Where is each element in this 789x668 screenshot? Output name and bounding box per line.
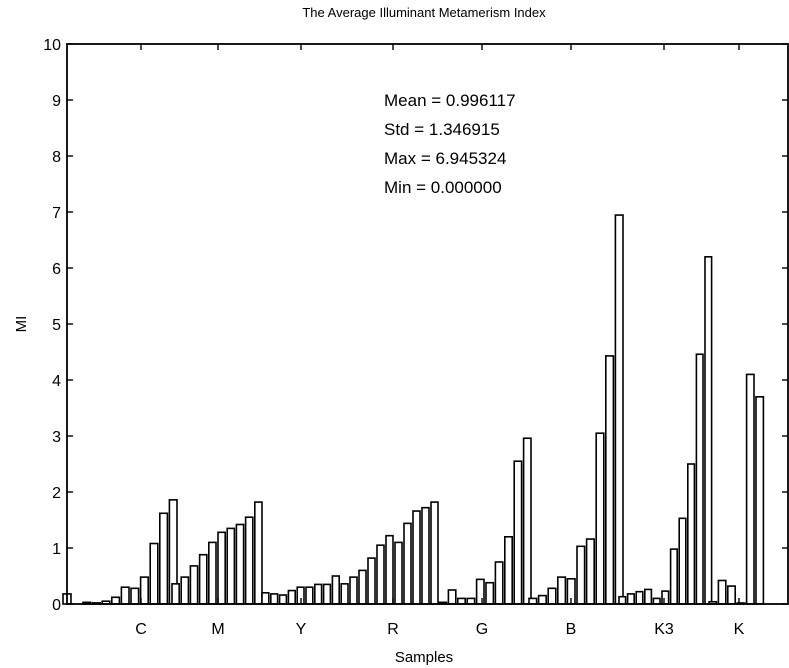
x-axis: C M Y R G B K3 K	[135, 44, 745, 638]
bar	[120, 586, 130, 605]
bar	[349, 576, 358, 605]
bar	[305, 586, 314, 605]
bar	[661, 590, 670, 605]
bar	[522, 437, 532, 605]
bar	[226, 527, 236, 605]
bar	[412, 510, 421, 605]
stat-line: Std = 1.346915	[384, 120, 500, 139]
bar	[585, 538, 595, 605]
bar	[626, 593, 635, 605]
y-tick-label: 8	[52, 149, 61, 166]
bar	[726, 585, 736, 605]
y-axis-label: MI	[13, 316, 30, 333]
bar	[189, 565, 199, 605]
bar	[755, 395, 765, 605]
bar	[745, 373, 755, 605]
bar	[503, 535, 513, 605]
bar	[367, 557, 376, 605]
bar	[686, 463, 696, 605]
bar	[643, 588, 653, 605]
x-tick-label: B	[566, 621, 577, 638]
bar	[322, 583, 332, 605]
bar	[130, 587, 140, 605]
bar	[576, 545, 586, 605]
bar	[403, 522, 412, 605]
bar	[358, 569, 367, 605]
bar	[208, 541, 217, 605]
bar	[604, 355, 615, 605]
bar	[614, 214, 624, 605]
bar	[159, 512, 169, 605]
bar	[556, 576, 567, 605]
stat-line: Max = 6.945324	[384, 149, 506, 168]
bar	[475, 578, 485, 605]
bar	[494, 561, 504, 605]
bar	[421, 506, 430, 605]
bar	[278, 594, 288, 605]
bar	[244, 516, 254, 605]
y-tick-label: 6	[52, 261, 61, 278]
x-axis-label: Samples	[395, 649, 453, 666]
chart-title: The Average Illuminant Metamerism Index	[302, 5, 546, 20]
bar	[635, 590, 644, 605]
bar	[340, 583, 349, 605]
y-tick-label: 10	[43, 37, 61, 54]
y-tick-label: 0	[52, 597, 61, 614]
x-tick-label: C	[135, 621, 147, 638]
bar	[269, 593, 279, 605]
y-tick-label: 5	[52, 317, 61, 334]
x-tick-label: Y	[296, 621, 307, 638]
bar	[704, 255, 713, 605]
bar	[331, 575, 340, 605]
bar	[235, 523, 245, 605]
bar	[287, 589, 296, 605]
bar	[198, 553, 208, 605]
y-axis: 0 1 2 3 4 5 6 7 8 9 10	[43, 37, 788, 614]
y-tick-label: 3	[52, 429, 61, 446]
bar	[139, 576, 150, 605]
bar	[149, 542, 159, 605]
bar	[385, 534, 394, 605]
y-tick-label: 1	[52, 541, 61, 558]
bar	[376, 544, 385, 605]
bar	[111, 596, 121, 605]
x-tick-label: M	[211, 621, 224, 638]
bar	[678, 517, 687, 605]
x-tick-label: R	[387, 621, 399, 638]
stats-annotation: Mean = 0.996117 Std = 1.346915 Max = 6.945…	[384, 91, 516, 197]
bar	[447, 589, 457, 605]
bar	[537, 594, 547, 605]
bar	[618, 595, 627, 605]
bar	[430, 501, 439, 605]
x-tick-label: G	[476, 621, 488, 638]
bar	[180, 576, 190, 605]
y-tick-label: 2	[52, 485, 61, 502]
bar	[485, 581, 495, 605]
bar	[261, 591, 270, 605]
y-tick-label: 4	[52, 373, 61, 390]
x-tick-label: K	[734, 621, 745, 638]
bar	[313, 583, 323, 605]
bar	[171, 583, 180, 605]
x-tick-label: K3	[654, 621, 674, 638]
bar	[547, 587, 557, 605]
bar	[695, 353, 704, 605]
bar	[595, 432, 605, 605]
stat-line: Min = 0.000000	[384, 178, 502, 197]
bar	[394, 541, 403, 605]
bar	[217, 531, 226, 605]
bar	[254, 501, 263, 605]
y-tick-label: 9	[52, 93, 61, 110]
bar	[513, 460, 523, 605]
y-tick-label: 7	[52, 205, 61, 222]
bars-layer	[62, 214, 765, 605]
bar	[669, 548, 678, 605]
stat-line: Mean = 0.996117	[384, 91, 516, 110]
bar	[717, 579, 727, 605]
